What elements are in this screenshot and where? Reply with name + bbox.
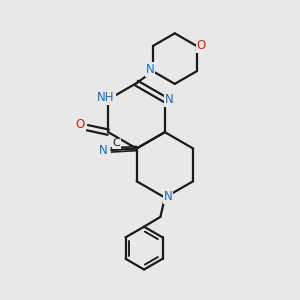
Text: O: O bbox=[75, 118, 85, 131]
Text: NH: NH bbox=[97, 92, 115, 104]
Text: N: N bbox=[146, 63, 154, 76]
Text: C: C bbox=[113, 139, 121, 148]
Text: N: N bbox=[165, 93, 174, 106]
Text: O: O bbox=[196, 40, 206, 52]
Text: N: N bbox=[164, 190, 172, 202]
Text: N: N bbox=[99, 144, 107, 157]
